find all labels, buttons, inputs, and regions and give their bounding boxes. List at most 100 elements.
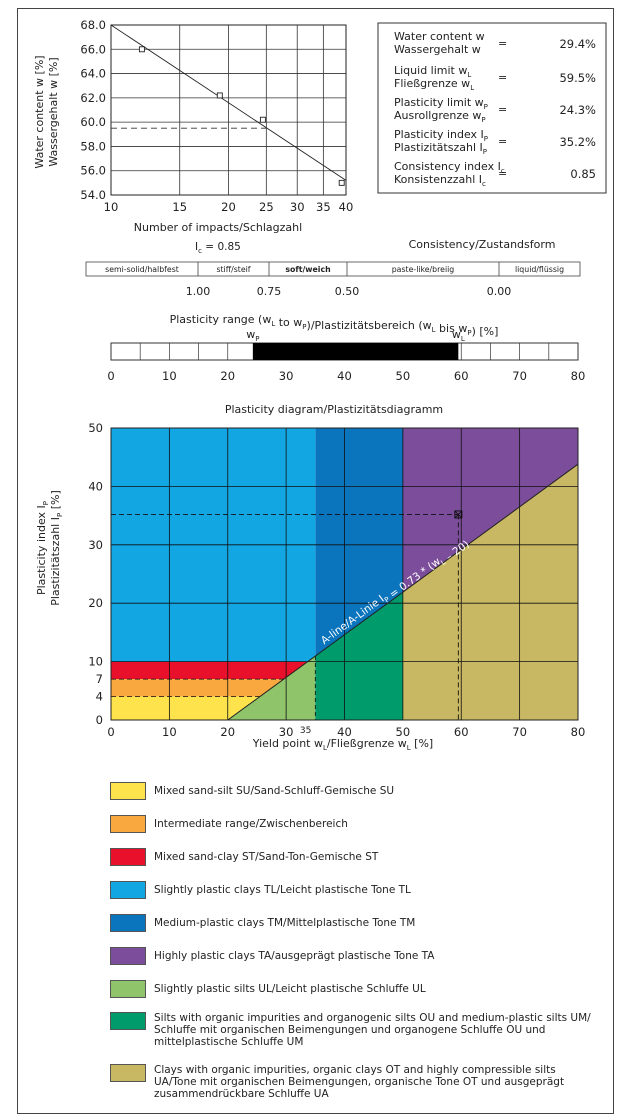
prange-xtick: 60 xyxy=(454,369,469,383)
flow-xtick: 25 xyxy=(259,200,274,214)
legend-item: Slightly plastic silts UL/Leicht plastis… xyxy=(110,980,599,998)
flow-data-point xyxy=(138,46,145,53)
legend-label: Slightly plastic clays TL/Leicht plastis… xyxy=(154,884,411,896)
info-value: 35.2% xyxy=(559,135,596,149)
legend-item: Slightly plastic clays TL/Leicht plastis… xyxy=(110,881,599,899)
flow-xtick: 15 xyxy=(172,200,187,214)
info-value: 0.85 xyxy=(570,167,596,181)
flow-xtick: 10 xyxy=(104,200,119,214)
sample-point-cross xyxy=(454,510,463,519)
region-tm xyxy=(315,428,403,657)
legend-swatch xyxy=(110,947,146,965)
info-label-de: Konsistenzzahl Ic xyxy=(394,173,486,188)
flow-data-point xyxy=(259,116,266,123)
region-intermediate xyxy=(111,679,284,697)
plasticity-range-title: Plasticity range (wL to wP)/Plastizitäts… xyxy=(170,313,499,338)
sample-point xyxy=(454,510,463,519)
consistency-segment: liquid/flüssig xyxy=(515,265,564,274)
flow-data-point xyxy=(338,179,345,186)
pdiag-ytick: 40 xyxy=(88,479,103,493)
region-ou-um xyxy=(315,592,403,720)
legend-label: Mixed sand-silt SU/Sand-Schluff-Gemische… xyxy=(154,785,395,797)
pdiag-xtick: 50 xyxy=(396,725,411,739)
plasticity-range-title-text: Plasticity range (wL to wP)/Plastizitäts… xyxy=(170,313,499,338)
prange-xtick: 40 xyxy=(337,369,352,383)
pdiag-ytick: 7 xyxy=(96,672,103,686)
region-ta xyxy=(402,428,578,593)
plasticity-diagram: A-line/A-Linie IP = 0.73 * (wL – 20)0 10 2… xyxy=(88,421,585,739)
flow-xlabel: Number of impacts/Schlagzahl xyxy=(134,221,302,234)
prange-xtick: 30 xyxy=(279,369,294,383)
legend-label: Mixed sand-clay ST/Sand-Ton-Gemische ST xyxy=(154,851,379,863)
plasticity-range-bar: wP wL 0 10 20 30 40 50 60 70 80 xyxy=(107,328,585,383)
info-label-de: Plastizitätszahl IP xyxy=(394,141,487,156)
info-equals: = xyxy=(498,71,507,84)
flow-ytick: 68.0 xyxy=(80,18,106,32)
pdiag-ytick: 10 xyxy=(88,655,103,669)
legend-swatch xyxy=(110,1012,146,1030)
legend-swatch xyxy=(110,881,146,899)
flow-xtick: 20 xyxy=(221,200,236,214)
info-label: Plasticity limit wP xyxy=(394,96,488,111)
pdiag-xtick: 60 xyxy=(454,725,469,739)
legend-label: Intermediate range/Zwischenbereich xyxy=(154,818,348,830)
flow-ytick: 66.0 xyxy=(80,42,106,56)
flow-curve-chart: 10 15 20 25 30 35 40 54.0 56.0 58.0 60.0 62.0 64.0 66… xyxy=(80,18,353,214)
legend-swatch xyxy=(110,815,146,833)
prange-fill xyxy=(252,343,459,360)
legend-item: Highly plastic clays TA/ausgeprägt plast… xyxy=(110,947,599,965)
pdiag-ytick: 50 xyxy=(88,421,103,435)
marker-35: 35 xyxy=(300,726,311,736)
consistency-tick: 0.75 xyxy=(257,285,282,298)
legend-swatch xyxy=(110,848,146,866)
region-su xyxy=(111,696,260,720)
pdiag-xtick: 80 xyxy=(571,725,586,739)
consistency-frame xyxy=(85,261,581,277)
legend-swatch xyxy=(110,980,146,998)
info-label: Plasticity index IP xyxy=(394,128,488,143)
info-value: 59.5% xyxy=(559,71,596,85)
consistency-segment: paste-like/breiig xyxy=(392,265,455,274)
legend-item: Mixed sand-clay ST/Sand-Ton-Gemische ST xyxy=(110,848,599,866)
consistency-title: Consistency/Zustandsform xyxy=(409,238,556,251)
legend-swatch xyxy=(110,914,146,932)
pdiag-xtick: 0 xyxy=(107,725,114,739)
legend-swatch xyxy=(110,1064,146,1082)
legend-label: Silts with organic impurities and organo… xyxy=(154,1012,591,1048)
legend-item: Mixed sand-silt SU/Sand-Schluff-Gemische… xyxy=(110,782,599,800)
consistency-tick: 1.00 xyxy=(186,285,211,298)
legend-item: Silts with organic impurities and organo… xyxy=(110,1012,599,1048)
prange-xtick: 50 xyxy=(396,369,411,383)
legend-label: Medium-plastic clays TM/Mittelplastische… xyxy=(154,917,416,929)
pdiag-xtick: 10 xyxy=(162,725,177,739)
prange-wp-label: wP xyxy=(246,328,259,343)
prange-wl-label: wL xyxy=(452,328,465,343)
prange-xtick: 80 xyxy=(571,369,586,383)
info-label: Water content w xyxy=(394,30,485,43)
page-frame xyxy=(17,8,614,1114)
info-box xyxy=(377,22,607,194)
info-label-de: Wassergehalt w xyxy=(394,43,481,56)
pdiag-ytick: 4 xyxy=(96,690,103,704)
pdiag-xtick: 30 xyxy=(279,725,294,739)
pdiag-xtick: 40 xyxy=(337,725,352,739)
legend-swatch xyxy=(110,782,146,800)
consistency-segment: stiff/steif xyxy=(216,265,250,274)
prange-xtick: 0 xyxy=(107,369,114,383)
legend-label: Slightly plastic silts UL/Leicht plastis… xyxy=(154,983,426,995)
info-value: 29.4% xyxy=(559,37,596,51)
flow-ytick: 56.0 xyxy=(80,164,106,178)
legend-item: Clays with organic impurities, organic c… xyxy=(110,1064,599,1100)
info-equals: = xyxy=(498,167,507,180)
prange-xtick: 70 xyxy=(512,369,527,383)
legend-label: Clays with organic impurities, organic c… xyxy=(154,1064,565,1100)
a-line xyxy=(227,463,579,721)
info-value: 24.3% xyxy=(559,103,596,117)
info-label-de: Ausrollgrenze wP xyxy=(394,109,486,124)
pdiag-ytick: 20 xyxy=(88,596,103,610)
flow-ylabel-1: Water content w [%] xyxy=(33,55,46,168)
pdiag-xlabel: Yield point wL/Fließgrenze wL [%] xyxy=(252,737,433,752)
info-label: Consistency index Ic xyxy=(394,160,505,175)
